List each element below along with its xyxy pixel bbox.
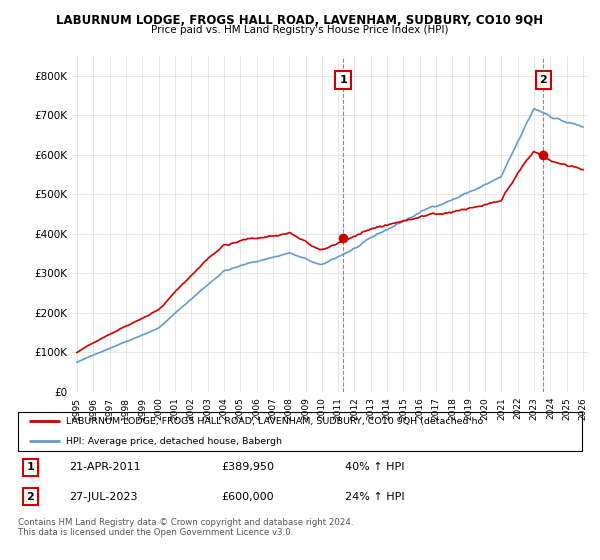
Text: LABURNUM LODGE, FROGS HALL ROAD, LAVENHAM, SUDBURY, CO10 9QH (detached ho: LABURNUM LODGE, FROGS HALL ROAD, LAVENHA… <box>66 417 483 426</box>
Text: LABURNUM LODGE, FROGS HALL ROAD, LAVENHAM, SUDBURY, CO10 9QH: LABURNUM LODGE, FROGS HALL ROAD, LAVENHA… <box>56 14 544 27</box>
Text: 40% ↑ HPI: 40% ↑ HPI <box>345 462 404 472</box>
Text: 2: 2 <box>539 74 547 85</box>
Text: Contains HM Land Registry data © Crown copyright and database right 2024.
This d: Contains HM Land Registry data © Crown c… <box>18 518 353 538</box>
Text: 1: 1 <box>339 74 347 85</box>
Text: HPI: Average price, detached house, Babergh: HPI: Average price, detached house, Babe… <box>66 436 282 446</box>
Text: 27-JUL-2023: 27-JUL-2023 <box>69 492 137 502</box>
Text: £600,000: £600,000 <box>221 492 274 502</box>
Text: 24% ↑ HPI: 24% ↑ HPI <box>345 492 405 502</box>
Text: 21-APR-2011: 21-APR-2011 <box>69 462 140 472</box>
Text: Price paid vs. HM Land Registry's House Price Index (HPI): Price paid vs. HM Land Registry's House … <box>151 25 449 35</box>
Text: £389,950: £389,950 <box>221 462 274 472</box>
Text: 2: 2 <box>26 492 34 502</box>
Text: 1: 1 <box>26 462 34 472</box>
